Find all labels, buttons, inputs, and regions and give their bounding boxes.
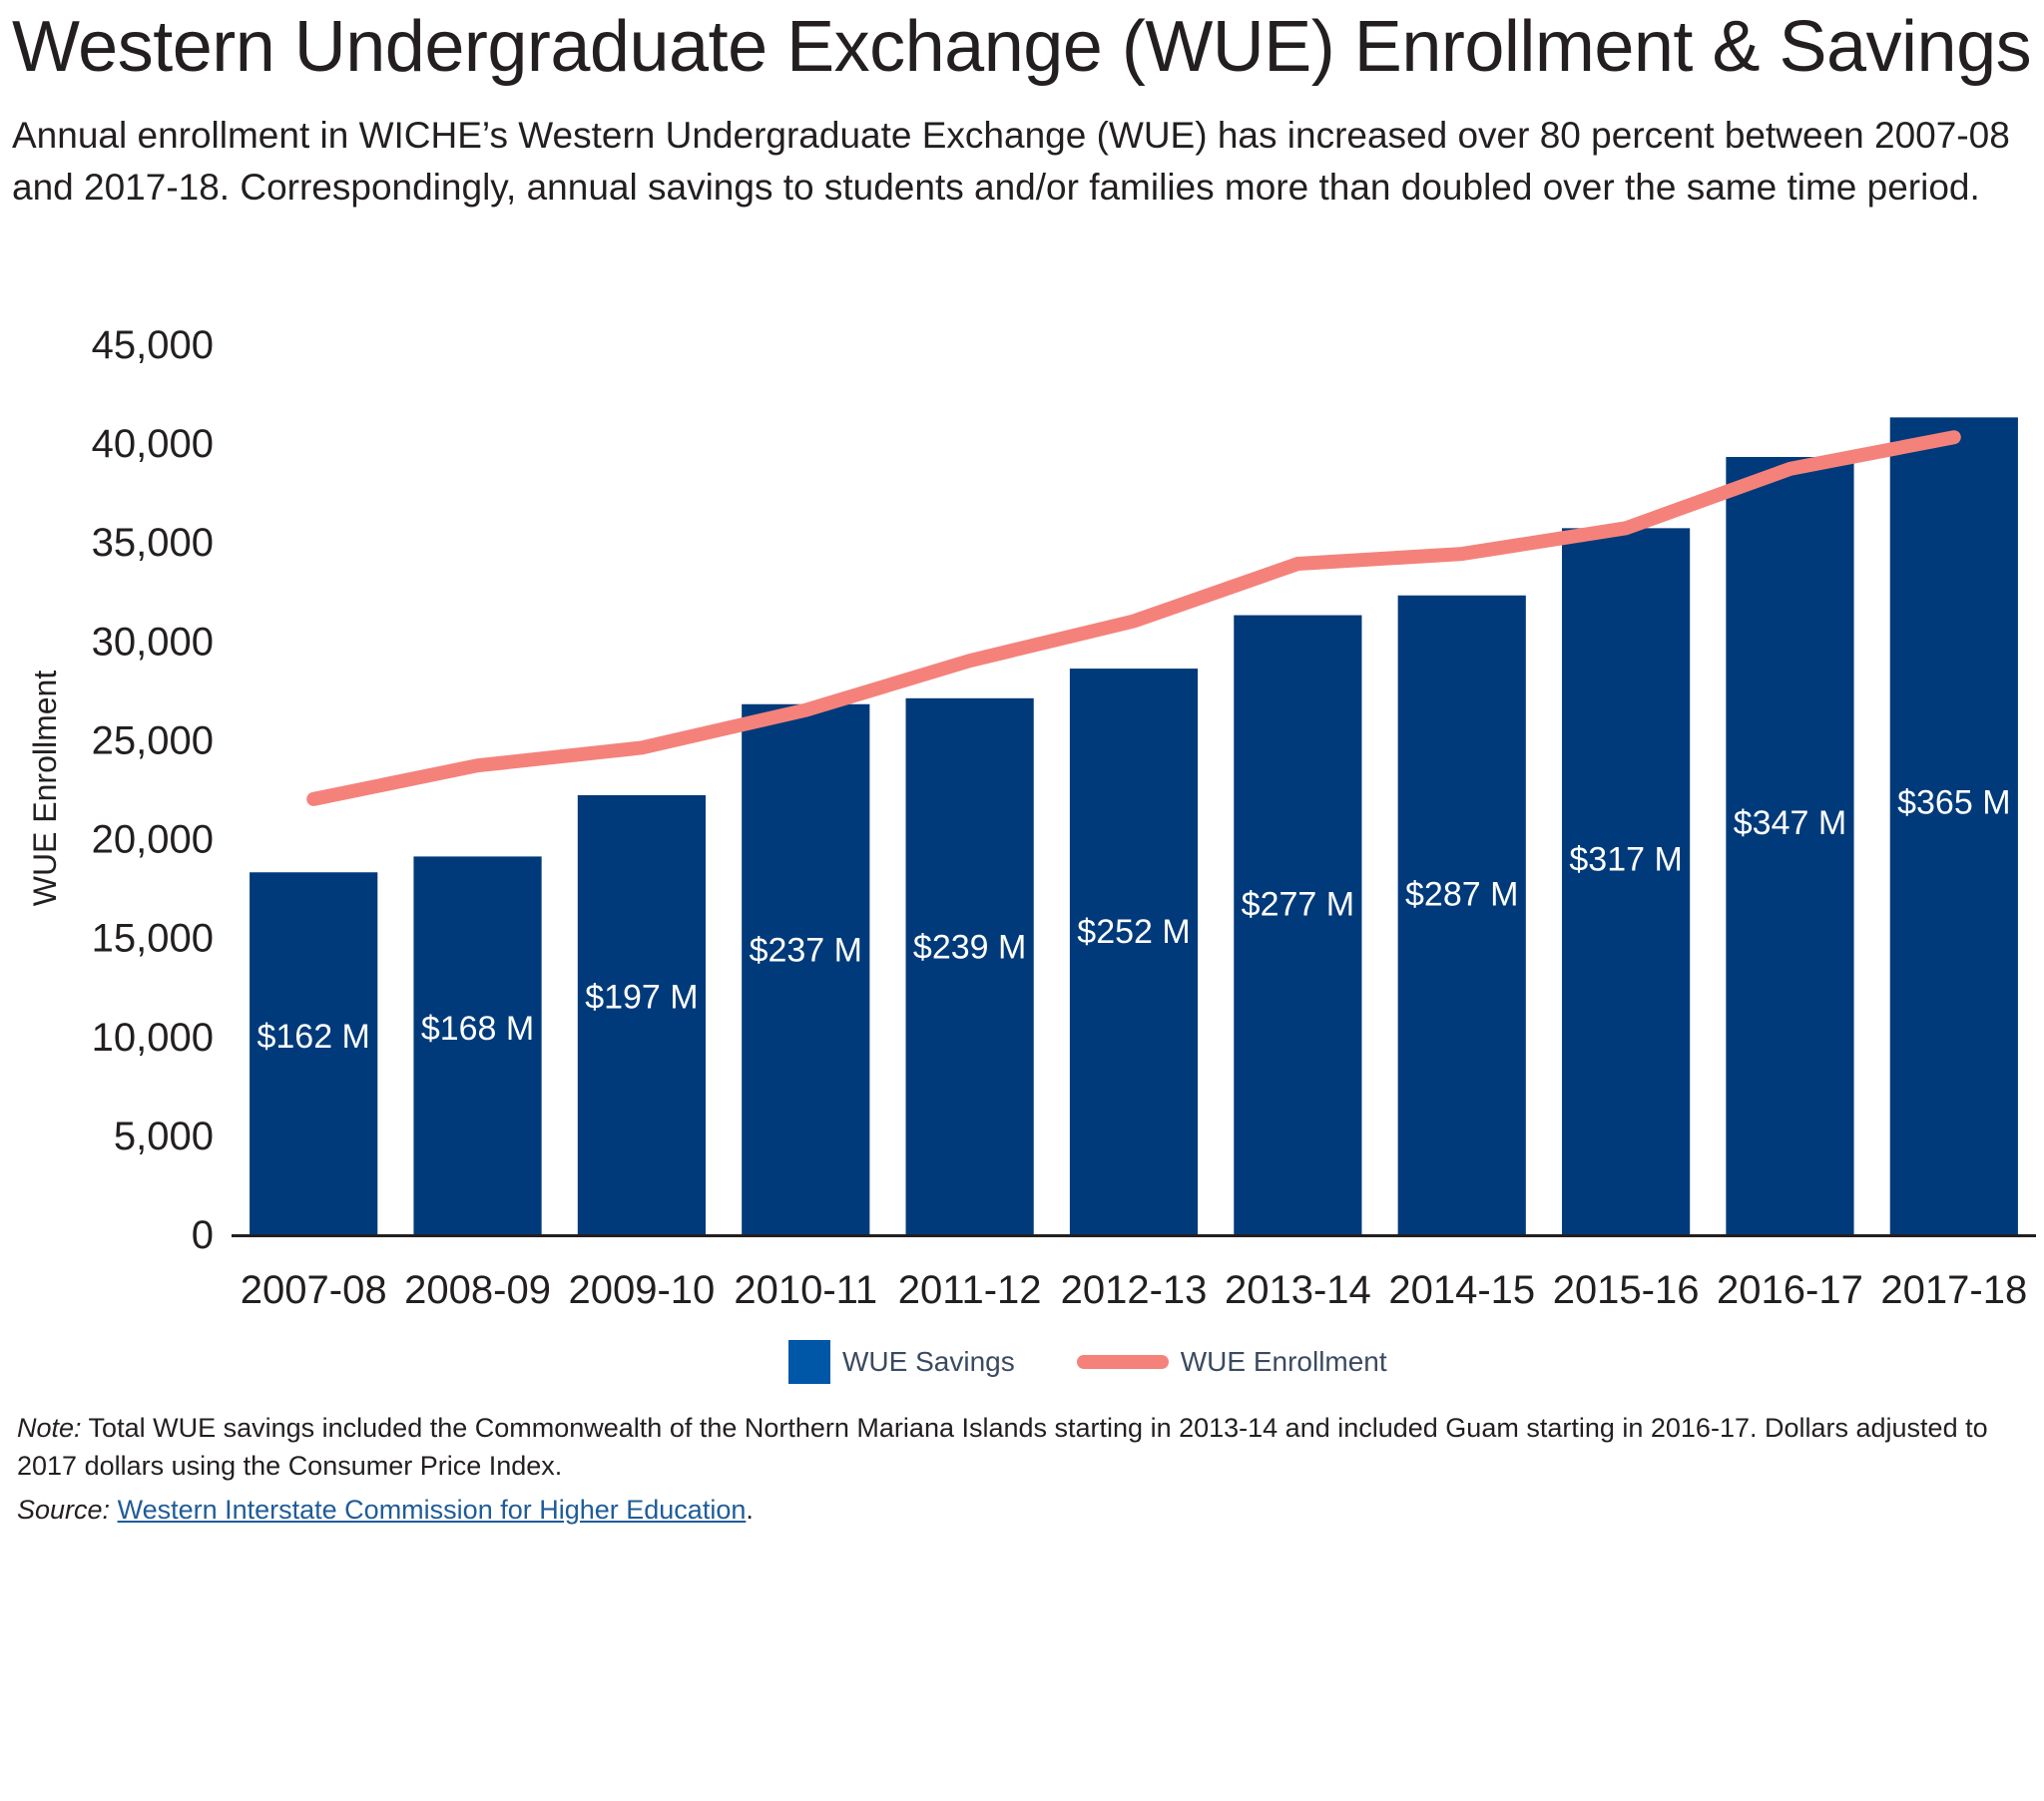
savings-data-label: $277 M bbox=[1242, 885, 1354, 923]
x-tick-label: 2007-08 bbox=[241, 1268, 387, 1312]
savings-bar bbox=[1069, 669, 1199, 1234]
source-line: Source: Western Interstate Commission fo… bbox=[17, 1491, 754, 1529]
y-tick-label: 40,000 bbox=[92, 422, 214, 466]
y-tick-label: 45,000 bbox=[92, 323, 214, 367]
note-text: Total WUE savings included the Commonwea… bbox=[17, 1413, 1988, 1481]
x-tick-label: 2016-17 bbox=[1717, 1268, 1863, 1312]
legend-item-enrollment: WUE Enrollment bbox=[1076, 1346, 1387, 1378]
legend-label-savings: WUE Savings bbox=[842, 1346, 1015, 1377]
x-tick-label: 2008-09 bbox=[404, 1268, 551, 1312]
savings-bar bbox=[905, 697, 1034, 1234]
legend-swatch-enrollment bbox=[1076, 1355, 1169, 1369]
x-tick-label: 2013-14 bbox=[1225, 1268, 1371, 1312]
savings-bar bbox=[250, 872, 378, 1234]
y-tick-label: 35,000 bbox=[92, 521, 214, 565]
x-tick-label: 2010-11 bbox=[734, 1268, 877, 1312]
savings-data-label: $347 M bbox=[1734, 804, 1846, 842]
savings-bar bbox=[742, 703, 870, 1234]
savings-bar bbox=[1561, 528, 1691, 1234]
enrollment-line bbox=[306, 430, 1961, 806]
savings-data-label: $287 M bbox=[1405, 875, 1518, 913]
x-tick-label: 2012-13 bbox=[1061, 1268, 1208, 1312]
chart-title: Western Undergraduate Exchange (WUE) Enr… bbox=[12, 7, 2032, 87]
legend-item-savings: WUE Savings bbox=[788, 1340, 1015, 1384]
legend: WUE Savings WUE Enrollment bbox=[788, 1337, 1449, 1387]
savings-bar bbox=[413, 856, 542, 1234]
legend-label-enrollment: WUE Enrollment bbox=[1180, 1346, 1387, 1377]
x-tick-label: 2014-15 bbox=[1388, 1268, 1535, 1312]
x-tick-label: 2009-10 bbox=[569, 1268, 716, 1312]
savings-bar bbox=[1397, 595, 1526, 1234]
savings-data-label: $239 M bbox=[913, 928, 1026, 966]
chart-subtitle: Annual enrollment in WICHE’s Western Und… bbox=[12, 115, 2010, 208]
x-axis-ticks: 2007-08 2008-09 2009-10 2010-11 2011-12 2012-… bbox=[241, 1268, 2027, 1312]
savings-data-label: $197 M bbox=[585, 978, 698, 1016]
y-tick-label: 0 bbox=[192, 1213, 214, 1257]
x-tick-label: 2017-18 bbox=[1880, 1268, 2027, 1312]
y-tick-label: 10,000 bbox=[92, 1016, 214, 1060]
savings-data-label: $237 M bbox=[750, 931, 862, 969]
savings-data-label: $365 M bbox=[1897, 783, 2010, 821]
savings-bars bbox=[250, 417, 2018, 1234]
footnote: Note: Total WUE savings included the Com… bbox=[17, 1409, 2013, 1485]
legend-swatch-savings bbox=[788, 1340, 830, 1384]
source-prefix: Source: bbox=[17, 1495, 111, 1525]
x-tick-label: 2015-16 bbox=[1553, 1268, 1700, 1312]
note-prefix: Note: bbox=[17, 1413, 82, 1443]
savings-data-label: $162 M bbox=[256, 1018, 369, 1056]
savings-bar bbox=[577, 794, 707, 1234]
savings-data-label: $252 M bbox=[1077, 913, 1190, 951]
y-axis-label: WUE Enrollment bbox=[27, 671, 63, 907]
y-axis-ticks: 0 5,000 10,000 15,000 20,000 25,000 30,000 35,0… bbox=[92, 323, 214, 1257]
savings-data-labels: $162 M $168 M $197 M $237 M $239 M $252 M $277… bbox=[256, 783, 2010, 1056]
savings-data-label: $168 M bbox=[421, 1010, 534, 1048]
y-tick-label: 5,000 bbox=[114, 1115, 214, 1158]
savings-bar bbox=[1889, 417, 2018, 1234]
savings-bar bbox=[1726, 456, 1854, 1234]
y-tick-label: 25,000 bbox=[92, 718, 214, 762]
y-tick-label: 20,000 bbox=[92, 818, 214, 862]
enrollment-savings-chart: 0 5,000 10,000 15,000 20,000 25,000 30,000 35,0… bbox=[27, 323, 2036, 1312]
y-tick-label: 15,000 bbox=[92, 917, 214, 961]
x-tick-label: 2011-12 bbox=[898, 1268, 1042, 1312]
source-suffix: . bbox=[746, 1495, 754, 1525]
savings-bar bbox=[1234, 615, 1362, 1234]
y-tick-label: 30,000 bbox=[92, 620, 214, 664]
source-link[interactable]: Western Interstate Commission for Higher… bbox=[117, 1495, 747, 1525]
savings-data-label: $317 M bbox=[1569, 841, 1682, 879]
